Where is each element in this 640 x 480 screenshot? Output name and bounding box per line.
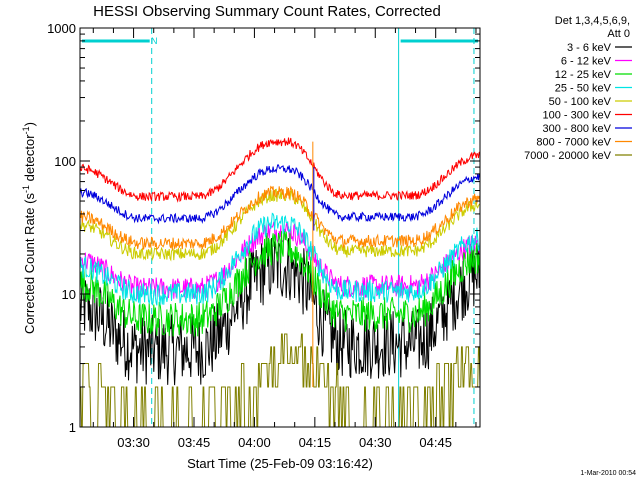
series-line-3 — [79, 212, 481, 306]
legend-label-2: 12 - 25 keV — [555, 69, 612, 81]
x-tick-label-2: 04:00 — [238, 435, 271, 450]
x-tick-label-3: 04:15 — [299, 435, 332, 450]
plot-area — [79, 28, 481, 428]
legend-header-detectors: Det 1,3,4,5,6,9, — [555, 15, 630, 27]
y-axis: 1 10 100 1000 — [47, 21, 480, 435]
series-line-6 — [79, 164, 481, 225]
legend-label-3: 25 - 50 keV — [555, 83, 612, 95]
x-axis: 03:30 03:45 04:00 04:15 04:30 04:45 — [92, 28, 477, 450]
legend-label-1: 6 - 12 keV — [561, 56, 612, 68]
legend-label-8: 7000 - 20000 keV — [524, 150, 612, 162]
x-tick-label-0: 03:30 — [117, 435, 150, 450]
legend-label-0: 3 - 6 keV — [567, 42, 612, 54]
series-line-7 — [79, 185, 481, 251]
y-axis-label: Corrected Count Rate (s-1 detector-1) — [21, 122, 37, 334]
chart-title: HESSI Observing Summary Count Rates, Cor… — [93, 3, 441, 20]
night-marker-label: N — [151, 36, 158, 46]
series-line-1 — [79, 221, 481, 300]
x-tick-label-4: 04:30 — [359, 435, 392, 450]
x-tick-label-1: 03:45 — [178, 435, 211, 450]
series-line-5 — [79, 137, 481, 203]
y-tick-label-1: 10 — [62, 287, 76, 302]
y-tick-label-3: 1000 — [47, 21, 76, 36]
legend-label-7: 800 - 7000 keV — [536, 137, 611, 149]
series-line-4 — [79, 188, 481, 262]
legend: Det 1,3,4,5,6,9, Att 0 3 - 6 keV 6 - 12 k… — [524, 15, 632, 162]
y-tick-label-2: 100 — [54, 154, 76, 169]
x-axis-label: Start Time (25-Feb-09 03:16:42) — [187, 456, 373, 471]
x-tick-label-5: 04:45 — [419, 435, 452, 450]
y-tick-label-0: 1 — [69, 420, 76, 435]
footer-timestamp: 1-Mar-2010 00:54 — [580, 470, 636, 477]
legend-label-4: 50 - 100 keV — [549, 96, 612, 108]
legend-header-attenuator: Att 0 — [607, 28, 630, 40]
legend-label-5: 100 - 300 keV — [543, 110, 612, 122]
plot-frame — [79, 27, 481, 428]
legend-label-6: 300 - 800 keV — [543, 123, 612, 135]
series-line-2 — [79, 229, 481, 337]
